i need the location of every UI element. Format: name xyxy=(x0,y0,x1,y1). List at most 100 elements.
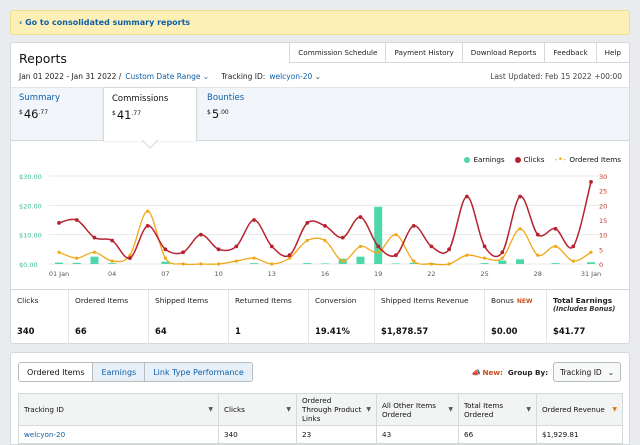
metric-shipped-items: Shipped Items 64 xyxy=(149,290,229,344)
x-tick-label: 10 xyxy=(214,270,222,278)
earnings-bar xyxy=(161,261,170,264)
nav-help[interactable]: Help xyxy=(595,43,629,63)
clicks-point xyxy=(553,226,558,231)
cell-tracking-id[interactable]: welcyon-20 xyxy=(18,425,219,444)
earnings-bar xyxy=(303,263,312,264)
tab-commissions-label: Commissions xyxy=(112,94,169,104)
sort-caret-icon: ▼ xyxy=(612,406,617,413)
page-title: Reports xyxy=(19,51,67,66)
cell-all-other-items: 43 xyxy=(376,425,459,444)
x-tick-label: 04 xyxy=(108,270,116,278)
earnings-swatch-icon xyxy=(464,156,471,163)
chart-legend: Earnings Clicks -•- Ordered Items xyxy=(464,155,621,164)
report-table-panel: Ordered Items Earnings Link Type Perform… xyxy=(10,352,630,445)
tracking-id-link[interactable]: welcyon-20 xyxy=(24,430,66,439)
col-ordered-through-links[interactable]: Ordered Through Product Links ▼ xyxy=(296,393,377,426)
tab-summary-label: Summary xyxy=(19,93,61,103)
ordered-swatch-icon: -•- xyxy=(554,154,567,165)
nav-commission-schedule[interactable]: Commission Schedule xyxy=(289,43,386,63)
col-clicks[interactable]: Clicks ▼ xyxy=(218,393,297,426)
group-by-select[interactable]: Tracking ID ⌄ xyxy=(553,362,621,382)
ordered-items-point xyxy=(92,250,97,254)
metric-bonus: Bonus NEW $0.00 xyxy=(485,290,547,344)
tab-commissions[interactable]: Commissions $41.77 xyxy=(103,87,197,141)
y-right-tick-label: 25 xyxy=(599,188,607,196)
ordered-items-point xyxy=(305,238,309,243)
clicks-point xyxy=(447,247,452,252)
clicks-point xyxy=(464,194,469,199)
y-right-tick-label: 30 xyxy=(599,173,607,181)
clicks-point xyxy=(358,215,363,219)
tab-ordered-items[interactable]: Ordered Items xyxy=(19,363,94,381)
ordered-items-point xyxy=(536,253,540,257)
report-type-tabs: Ordered Items Earnings Link Type Perform… xyxy=(18,362,253,382)
ordered-items-point xyxy=(518,227,522,231)
legend-ordered-items[interactable]: -•- Ordered Items xyxy=(554,154,621,165)
clicks-point xyxy=(305,221,310,225)
clicks-point xyxy=(198,232,203,237)
ordered-items-point xyxy=(270,262,274,266)
tab-link-type-performance[interactable]: Link Type Performance xyxy=(145,363,252,381)
metric-clicks: Clicks 340 xyxy=(11,290,69,344)
col-ordered-revenue[interactable]: Ordered Revenue ▼ xyxy=(536,393,623,426)
tracking-id-dropdown[interactable]: welcyon-20 ⌄ xyxy=(269,72,321,81)
legend-clicks[interactable]: Clicks xyxy=(514,155,545,164)
x-tick-label: 22 xyxy=(427,270,435,278)
ordered-items-point xyxy=(341,259,345,263)
clicks-point xyxy=(181,250,186,255)
earnings-bar xyxy=(250,263,259,264)
nav-feedback[interactable]: Feedback xyxy=(544,43,596,63)
earnings-bar xyxy=(374,206,383,264)
legend-earnings[interactable]: Earnings xyxy=(464,155,505,164)
ordered-items-point xyxy=(358,244,363,248)
tab-summary[interactable]: Summary $46.77 xyxy=(11,87,103,141)
active-tab-pointer xyxy=(141,140,159,149)
tab-earnings[interactable]: Earnings xyxy=(93,363,146,381)
ordered-items-point xyxy=(394,233,398,237)
earnings-bar xyxy=(551,263,560,264)
cell-clicks: 340 xyxy=(218,425,297,444)
col-total-items[interactable]: Total Items Ordered ▼ xyxy=(458,393,537,426)
chevron-down-icon: ⌄ xyxy=(607,367,614,377)
ordered-items-point xyxy=(234,259,238,263)
ordered-items-point xyxy=(128,253,132,257)
earnings-bar xyxy=(108,263,117,264)
tab-bounties-label: Bounties xyxy=(207,93,245,103)
x-tick-label: 16 xyxy=(321,270,329,278)
x-tick-label: 31 Jan xyxy=(581,270,601,278)
nav-download-reports[interactable]: Download Reports xyxy=(461,43,545,63)
y-right-tick-label: 5 xyxy=(599,246,603,254)
clicks-point xyxy=(429,244,434,249)
megaphone-icon: 📣 xyxy=(471,367,481,377)
custom-date-range-dropdown[interactable]: Custom Date Range ⌄ xyxy=(125,72,209,81)
earnings-bar xyxy=(480,263,489,264)
nav-payment-history[interactable]: Payment History xyxy=(385,43,462,63)
clicks-point xyxy=(269,244,274,249)
tab-bounties[interactable]: Bounties $5.00 xyxy=(199,87,291,141)
consolidated-summary-banner[interactable]: ‹ Go to consolidated summary reports xyxy=(10,10,630,35)
ordered-items-line xyxy=(58,210,592,266)
clicks-point xyxy=(163,247,168,252)
report-filters: Jan 01 2022 - Jan 31 2022 / Custom Date … xyxy=(19,72,321,81)
clicks-point xyxy=(571,244,576,249)
metric-ordered-items: Ordered Items 66 xyxy=(69,290,149,344)
x-tick-label: 28 xyxy=(534,270,542,278)
back-to-summary-link[interactable]: ‹ Go to consolidated summary reports xyxy=(19,18,191,27)
chevron-down-icon: ⌄ xyxy=(202,72,210,81)
tab-bounties-value: $5.00 xyxy=(207,107,229,121)
ordered-items-point xyxy=(217,262,221,266)
col-all-other-items[interactable]: All Other Items Ordered ▼ xyxy=(376,393,459,426)
ordered-items-point xyxy=(181,262,185,266)
clicks-line xyxy=(58,181,592,259)
ordered-items-point xyxy=(163,256,167,260)
ordered-items-point xyxy=(447,262,451,266)
ordered-items-point xyxy=(571,259,575,263)
col-tracking-id[interactable]: Tracking ID ▼ xyxy=(18,393,219,426)
clicks-point xyxy=(234,244,239,249)
ordered-items-point xyxy=(252,256,256,260)
metric-conversion: Conversion 19.41% xyxy=(309,290,375,344)
clicks-point xyxy=(252,218,256,222)
clicks-point xyxy=(411,223,416,228)
metric-total-earnings: Total Earnings (Includes Bonus) $41.77 xyxy=(553,296,616,336)
clicks-point xyxy=(110,238,115,243)
